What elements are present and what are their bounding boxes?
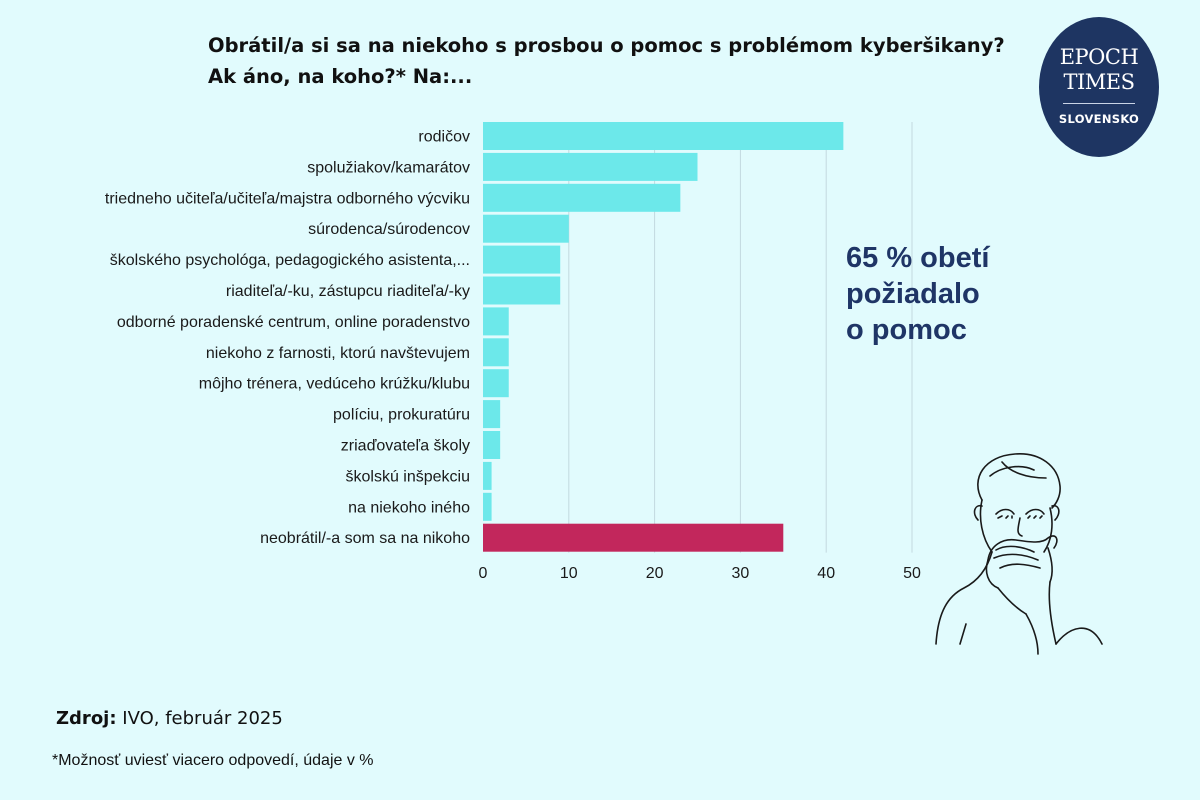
footnote: *Možnosť uviesť viacero odpovedí, údaje … (52, 752, 374, 769)
callout-line-2: požiadalo (846, 278, 980, 310)
category-label: odborné poradenské centrum, online porad… (117, 314, 470, 331)
bar (483, 523, 784, 552)
bar (483, 245, 561, 274)
x-tick-label: 30 (732, 565, 750, 582)
source-label: Zdroj: (56, 708, 117, 729)
category-label: školskú inšpekciu (346, 468, 471, 485)
embarrassed-person-covering-mouth-icon (935, 453, 1103, 655)
callout-text: 65 % obetí požiadalo o pomoc (846, 240, 989, 348)
x-tick-label: 0 (479, 565, 488, 582)
chart-title-line-1: Obrátil/a si sa na niekoho s prosbou o p… (208, 34, 1005, 57)
bar (483, 492, 492, 521)
bar (483, 369, 509, 398)
source-note: Zdroj: IVO, február 2025 (56, 708, 283, 729)
chart-title-line-2: Ak áno, na koho?* Na:... (208, 65, 473, 88)
bar (483, 152, 698, 181)
category-label: rodičov (418, 129, 470, 146)
bar (483, 214, 569, 243)
chart-title: Obrátil/a si sa na niekoho s prosbou o p… (208, 30, 1028, 92)
category-label: školského psychológa, pedagogického asis… (110, 252, 470, 269)
category-label: spolužiakov/kamarátov (307, 159, 470, 176)
callout-line-3: o pomoc (846, 314, 967, 346)
bar (483, 400, 501, 429)
x-tick-label: 50 (903, 565, 921, 582)
category-label: políciu, prokuratúru (333, 407, 470, 424)
category-label: môjho trénera, vedúceho krúžku/klubu (199, 376, 470, 393)
category-label: niekoho z farnosti, ktorú navštevujem (206, 345, 470, 362)
bar (483, 307, 509, 336)
category-label: riaditeľa/-ku, zástupcu riaditeľa/-ky (226, 283, 470, 300)
x-tick-label: 10 (560, 565, 578, 582)
category-label: na niekoho iného (348, 499, 470, 516)
logo-line-1: EPOCH (1059, 45, 1139, 69)
x-tick-label: 20 (646, 565, 664, 582)
source-text: IVO, február 2025 (122, 708, 283, 729)
category-label: neobrátil/-a som sa na nikoho (260, 530, 470, 547)
bar (483, 461, 492, 490)
category-label: súrodenca/súrodencov (308, 221, 470, 238)
category-label: zriaďovateľa školy (341, 438, 470, 455)
logo-line-2: TIMES (1063, 70, 1135, 94)
callout-line-1: 65 % obetí (846, 242, 990, 274)
logo-line-3: SLOVENSKO (1058, 112, 1140, 126)
logo-divider (1063, 103, 1135, 104)
bar (483, 122, 844, 150)
epoch-times-logo: EPOCH TIMES SLOVENSKO (1039, 17, 1159, 157)
bar (483, 431, 501, 459)
x-tick-label: 40 (817, 565, 835, 582)
bar (483, 338, 509, 367)
bar (483, 276, 561, 305)
category-label: triedneho učiteľa/učiteľa/majstra odborn… (105, 190, 470, 207)
bar (483, 183, 681, 212)
